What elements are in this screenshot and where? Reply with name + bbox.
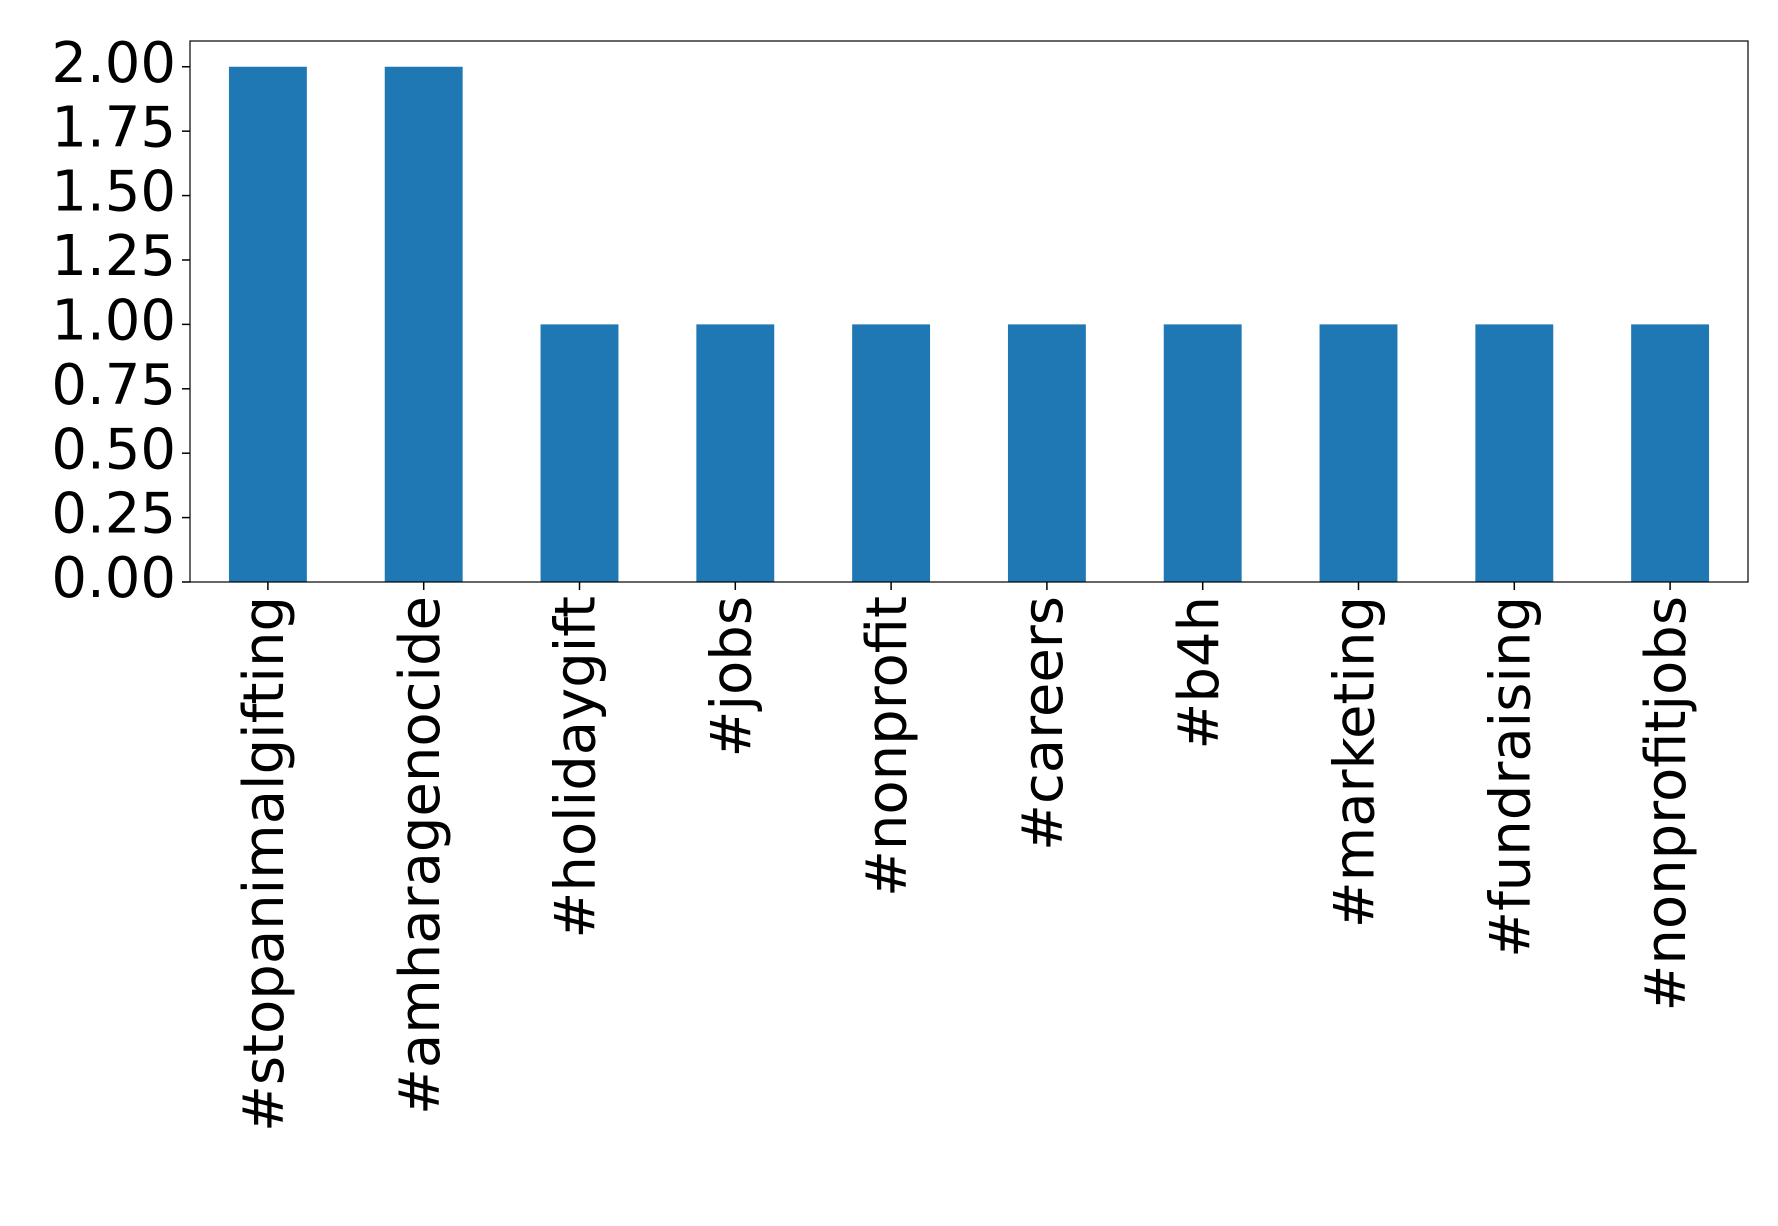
x-tick-label: #nonprofit	[855, 596, 920, 897]
bar	[1631, 324, 1710, 582]
y-tick-label: 1.25	[51, 224, 176, 289]
bar	[228, 66, 307, 582]
bar	[1475, 324, 1554, 582]
bar	[1163, 324, 1242, 582]
plot-frame	[189, 40, 1749, 583]
bar	[1319, 324, 1398, 582]
y-tick-label: 2.00	[51, 31, 176, 96]
y-tick-label: 0.50	[51, 417, 176, 482]
y-tick-label: 0.75	[51, 353, 176, 418]
bar	[696, 324, 775, 582]
x-tick-label: #b4h	[1167, 596, 1232, 750]
y-tick-label: 1.00	[51, 289, 176, 354]
x-tick-label: #stopanimalgifting	[232, 596, 297, 1132]
bar	[540, 324, 619, 582]
y-tick-label: 0.25	[51, 482, 176, 547]
x-tick-label: #fundraising	[1478, 596, 1543, 958]
bar	[852, 324, 931, 582]
bar	[1007, 324, 1086, 582]
y-tick-label: 1.75	[51, 95, 176, 160]
x-tick-label: #nonprofitjobs	[1634, 596, 1699, 1012]
x-tick-label: #jobs	[699, 596, 764, 757]
x-tick-label: #holidaygift	[544, 596, 609, 939]
x-tick-label: #careers	[1011, 596, 1076, 851]
y-tick-label: 1.50	[51, 160, 176, 225]
x-tick-label: #amharagenocide	[388, 596, 453, 1115]
x-tick-label: #marketing	[1323, 596, 1388, 928]
y-tick-label: 0.00	[51, 546, 176, 611]
bar	[384, 66, 463, 582]
